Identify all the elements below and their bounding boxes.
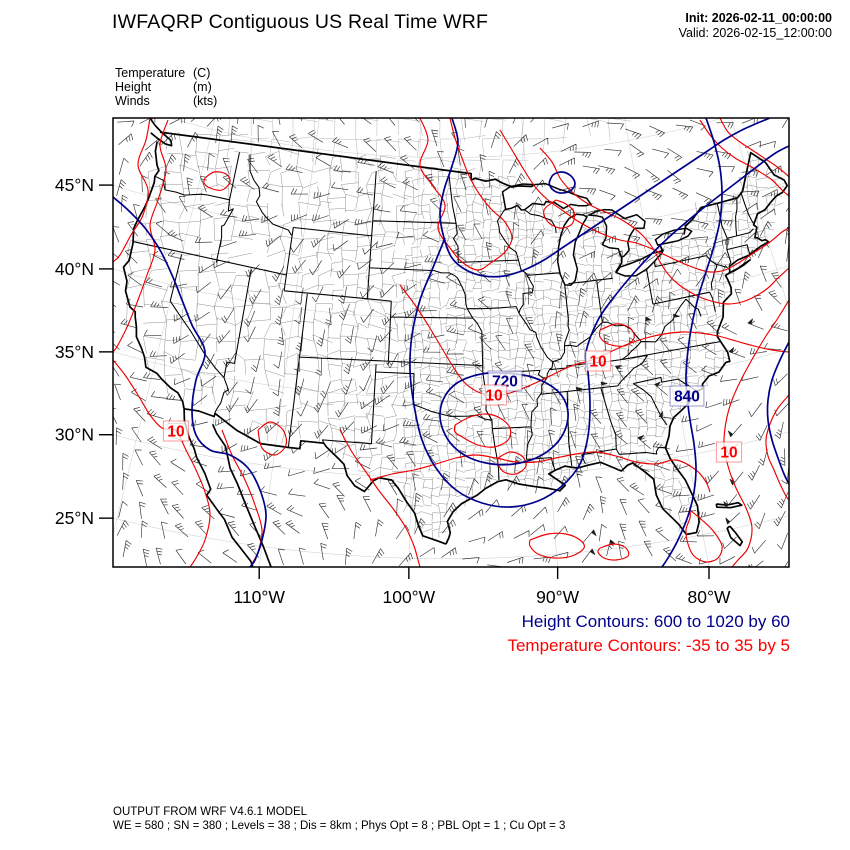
legend-temperature: Temperature (C) <box>115 66 211 80</box>
lat-tick-label: 40°N <box>55 259 94 279</box>
init-time: Init: 2026-02-11_00:00:00 <box>685 11 832 25</box>
temperature-contours <box>113 118 789 567</box>
model-footer: OUTPUT FROM WRF V4.6.1 MODEL WE = 580 ; … <box>113 806 565 833</box>
temperature-contour-info: Temperature Contours: -35 to 35 by 5 <box>507 636 790 655</box>
coastline <box>728 259 751 275</box>
contour-label-box <box>162 420 190 442</box>
contour-label: 10 <box>720 445 737 462</box>
contour-info: Height Contours: 600 to 1020 by 60 Tempe… <box>507 610 790 658</box>
lat-tick-label: 35°N <box>55 342 94 362</box>
coastline <box>726 525 744 547</box>
page-title: IWFAQRP Contiguous US Real Time WRF <box>112 11 489 33</box>
great-lake-outline <box>501 182 593 211</box>
lon-tick-label: 110°W <box>233 587 285 607</box>
coastline <box>683 190 744 235</box>
footer-config: WE = 580 ; SN = 380 ; Levels = 38 ; Dis … <box>113 819 566 832</box>
contour-label: 10 <box>589 354 606 371</box>
coastline <box>183 407 447 545</box>
footer-model: OUTPUT FROM WRF V4.6.1 MODEL <box>113 806 308 818</box>
contour-label: 840 <box>674 389 700 406</box>
coastline <box>715 501 743 509</box>
great-lake-outline <box>556 213 589 286</box>
legend-height: Height (m) <box>115 80 212 94</box>
contour-label-box <box>669 385 705 407</box>
contour-label-box <box>584 350 612 372</box>
lon-tick-label: 90°W <box>536 587 579 607</box>
lon-tick-label: 100°W <box>382 587 435 607</box>
great-lake-outline <box>586 208 646 259</box>
map-frame <box>112 117 790 568</box>
coastline <box>159 131 536 188</box>
contour-label: 10 <box>485 388 502 405</box>
lat-tick-label: 25°N <box>55 508 94 528</box>
coastline <box>148 118 173 147</box>
contour-label-box <box>715 441 743 463</box>
valid-time: Valid: 2026-02-15_12:00:00 <box>678 26 832 40</box>
coastline <box>122 141 254 567</box>
height-contour-info: Height Contours: 600 to 1020 by 60 <box>521 612 790 631</box>
lat-tick-label: 30°N <box>55 425 94 445</box>
coastline <box>695 566 713 567</box>
coastline <box>615 257 623 273</box>
height-contours <box>113 118 789 567</box>
lat-tick-label: 45°N <box>55 175 94 195</box>
field-legend: Temperature (C) Height (m) Winds (kts) <box>115 66 217 108</box>
great-lake-outline <box>654 227 693 246</box>
lon-tick-label: 80°W <box>688 587 731 607</box>
contour-label-box <box>480 384 508 406</box>
legend-winds: Winds (kts) <box>115 94 218 108</box>
run-times: Init: 2026-02-11_00:00:00 Valid: 2026-02… <box>679 11 832 41</box>
contour-label: 10 <box>167 424 184 441</box>
